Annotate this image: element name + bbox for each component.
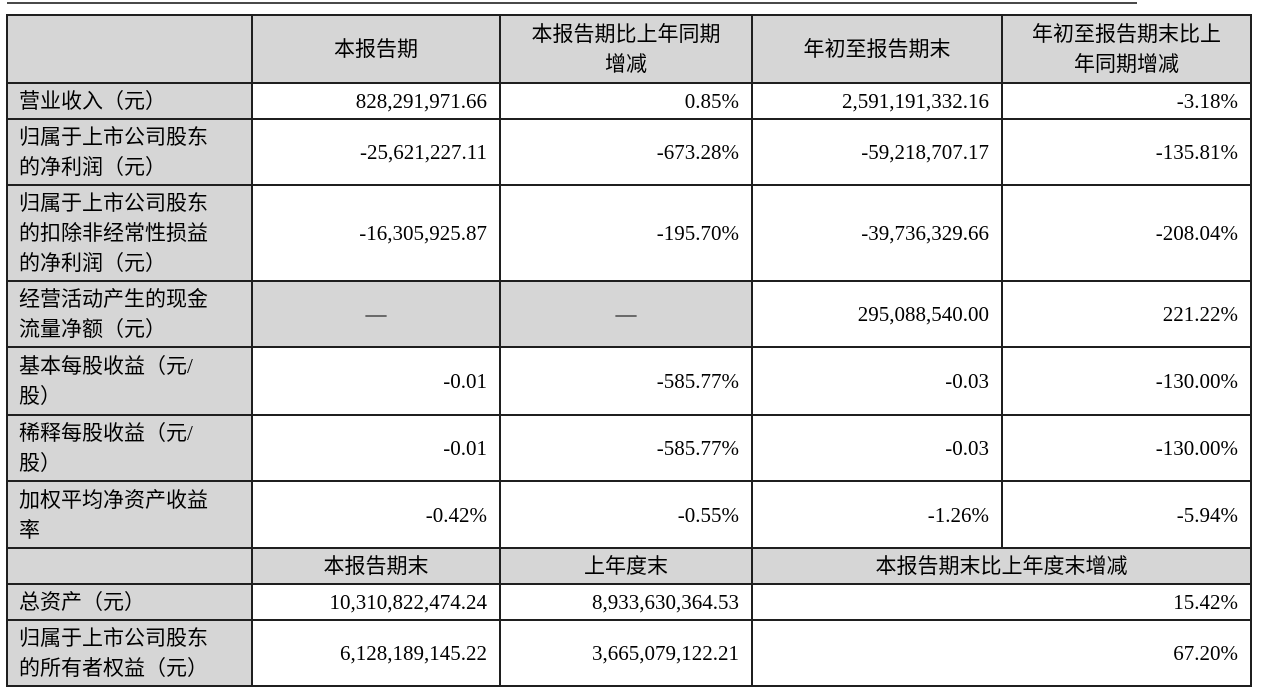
value-ytd: -0.03 <box>751 346 1003 416</box>
value-current-period-dash: — <box>251 280 501 348</box>
header-end-of-period: 本报告期末 <box>251 547 501 585</box>
value-current-period: -0.42% <box>251 480 501 549</box>
value-yoy-change: -195.70% <box>499 184 753 282</box>
header-ytd: 年初至报告期末 <box>751 14 1003 84</box>
table-row-basic-eps: 基本每股收益（元/ 股） -0.01 -585.77% -0.03 -130.0… <box>6 346 1252 416</box>
row-label: 加权平均净资产收益 率 <box>6 480 253 549</box>
value-ytd-yoy-change: -130.00% <box>1001 346 1252 416</box>
value-ytd-yoy-change: 221.22% <box>1001 280 1252 348</box>
value-current-period: -25,621,227.11 <box>251 118 501 186</box>
value-ytd: -1.26% <box>751 480 1003 549</box>
value-yoy-change: -0.55% <box>499 480 753 549</box>
table-header-row-2: 本报告期末 上年度末 本报告期末比上年度末增减 <box>6 547 1252 585</box>
row-label: 总资产（元） <box>6 583 253 621</box>
value-ytd: -59,218,707.17 <box>751 118 1003 186</box>
row-label: 稀释每股收益（元/ 股） <box>6 414 253 482</box>
header-corner-cell <box>6 14 253 84</box>
value-ytd-yoy-change: -135.81% <box>1001 118 1252 186</box>
value-end-of-last-year: 3,665,079,122.21 <box>499 619 753 687</box>
header-current-period: 本报告期 <box>251 14 501 84</box>
value-yoy-change: -673.28% <box>499 118 753 186</box>
row-label: 归属于上市公司股东 的净利润（元） <box>6 118 253 186</box>
value-ytd: 295,088,540.00 <box>751 280 1003 348</box>
value-ytd: 2,591,191,332.16 <box>751 82 1003 120</box>
value-ytd-yoy-change: -3.18% <box>1001 82 1252 120</box>
value-end-of-period: 6,128,189,145.22 <box>251 619 501 687</box>
row-label: 归属于上市公司股东 的所有者权益（元） <box>6 619 253 687</box>
value-current-period: -16,305,925.87 <box>251 184 501 282</box>
value-ytd: -0.03 <box>751 414 1003 482</box>
table-row-total-assets: 总资产（元） 10,310,822,474.24 8,933,630,364.5… <box>6 583 1252 621</box>
value-current-period: 828,291,971.66 <box>251 82 501 120</box>
value-yoy-change-dash: — <box>499 280 753 348</box>
header-change-vs-last-year-end: 本报告期末比上年度末增减 <box>751 547 1252 585</box>
value-yoy-change: 0.85% <box>499 82 753 120</box>
table-row-weighted-avg-roe: 加权平均净资产收益 率 -0.42% -0.55% -1.26% -5.94% <box>6 480 1252 549</box>
value-current-period: -0.01 <box>251 414 501 482</box>
value-end-of-last-year: 8,933,630,364.53 <box>499 583 753 621</box>
table-row-net-profit-excl-nonrecurring: 归属于上市公司股东 的扣除非经常性损益 的净利润（元） -16,305,925.… <box>6 184 1252 282</box>
value-change: 67.20% <box>751 619 1252 687</box>
financial-summary-table: 本报告期 本报告期比上年同期 增减 年初至报告期末 年初至报告期末比上 年同期增… <box>6 14 1252 687</box>
value-ytd: -39,736,329.66 <box>751 184 1003 282</box>
value-yoy-change: -585.77% <box>499 414 753 482</box>
row-label: 归属于上市公司股东 的扣除非经常性损益 的净利润（元） <box>6 184 253 282</box>
row-label: 经营活动产生的现金 流量净额（元） <box>6 280 253 348</box>
value-change: 15.42% <box>751 583 1252 621</box>
table-header-row-1: 本报告期 本报告期比上年同期 增减 年初至报告期末 年初至报告期末比上 年同期增… <box>6 14 1252 84</box>
table-row-diluted-eps: 稀释每股收益（元/ 股） -0.01 -585.77% -0.03 -130.0… <box>6 414 1252 482</box>
table-row-operating-cash-flow: 经营活动产生的现金 流量净额（元） — — 295,088,540.00 221… <box>6 280 1252 348</box>
header-yoy-change: 本报告期比上年同期 增减 <box>499 14 753 84</box>
row-label: 营业收入（元） <box>6 82 253 120</box>
value-ytd-yoy-change: -5.94% <box>1001 480 1252 549</box>
row-label: 基本每股收益（元/ 股） <box>6 346 253 416</box>
table-row-equity: 归属于上市公司股东 的所有者权益（元） 6,128,189,145.22 3,6… <box>6 619 1252 687</box>
value-current-period: -0.01 <box>251 346 501 416</box>
header-ytd-yoy-change: 年初至报告期末比上 年同期增减 <box>1001 14 1252 84</box>
header2-corner-cell <box>6 547 253 585</box>
value-end-of-period: 10,310,822,474.24 <box>251 583 501 621</box>
value-yoy-change: -585.77% <box>499 346 753 416</box>
table-row-revenue: 营业收入（元） 828,291,971.66 0.85% 2,591,191,3… <box>6 82 1252 120</box>
value-ytd-yoy-change: -208.04% <box>1001 184 1252 282</box>
page-top-rule <box>7 2 1137 4</box>
value-ytd-yoy-change: -130.00% <box>1001 414 1252 482</box>
table-row-net-profit: 归属于上市公司股东 的净利润（元） -25,621,227.11 -673.28… <box>6 118 1252 186</box>
header-end-of-last-year: 上年度末 <box>499 547 753 585</box>
